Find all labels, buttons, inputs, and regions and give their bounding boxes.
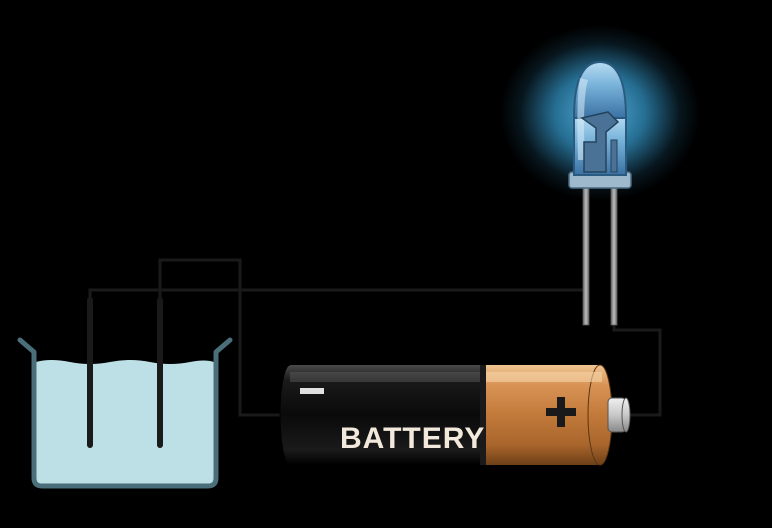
battery-label: BATTERY: [340, 422, 485, 455]
battery: BATTERY: [280, 365, 630, 465]
diagram-svg: BATTERY: [0, 0, 772, 528]
led-internals: [582, 112, 618, 172]
led-leads: [583, 185, 617, 325]
electrolyte-liquid: [36, 360, 214, 484]
electrolyte-beaker: [20, 300, 230, 486]
circuit-diagram: BATTERY: [0, 0, 772, 528]
battery-minus-icon: [300, 388, 324, 394]
led-bulb: [569, 62, 631, 188]
